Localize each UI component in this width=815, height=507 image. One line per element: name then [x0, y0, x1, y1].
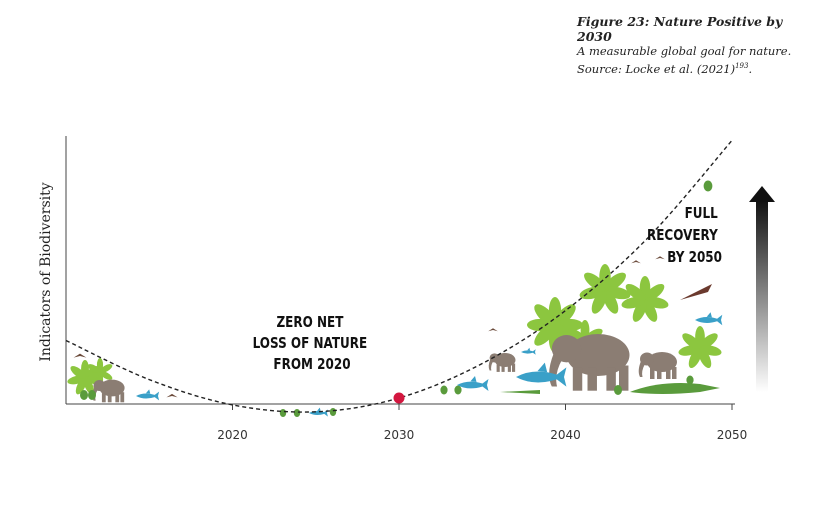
annotation-full-recovery-line: BY 2050: [667, 249, 722, 267]
frog-icon: [614, 385, 622, 395]
frog-icon: [440, 385, 448, 395]
figure-caption: Figure 23: Nature Positive by 2030 A mea…: [577, 14, 802, 77]
nature-positive-marker: [393, 392, 405, 404]
frog-icon: [454, 385, 462, 395]
bird-icon: [655, 256, 665, 260]
leaf-icon: [87, 364, 101, 373]
figure-period: .: [748, 61, 753, 76]
bird-icon: [631, 260, 641, 264]
annotation-full-recovery: FULL RECOVERY BY 2050: [647, 205, 722, 267]
annotation-full-recovery-line: RECOVERY: [647, 227, 718, 245]
up-arrow-icon: [749, 186, 775, 392]
leaf-icon: [70, 365, 86, 379]
leaf-icon: [591, 289, 607, 314]
leaf-icon: [87, 371, 101, 380]
fish-icon: [695, 312, 723, 326]
annotation-zero-net-line: LOSS OF NATURE: [253, 335, 368, 353]
leaf-icon: [682, 333, 701, 349]
crocodile-icon: [500, 383, 720, 394]
bird-icon: [73, 353, 87, 358]
x-tick-label: 2040: [550, 428, 581, 442]
annotation-zero-net-line: FROM 2020: [273, 356, 350, 374]
elephant-icon: [549, 334, 630, 391]
figure-description-text: A measurable global goal for nature. Sou…: [577, 44, 792, 76]
annotation-zero-net: ZERO NET LOSS OF NATURE FROM 2020: [253, 314, 372, 374]
frog-icon: [686, 375, 694, 385]
leaf-icon: [688, 347, 702, 369]
frog-icon: [293, 409, 301, 417]
x-tick-label: 2020: [217, 428, 248, 442]
annotation-full-recovery-line: FULL: [685, 205, 719, 223]
fish-icon: [136, 389, 160, 401]
leaf-icon: [699, 333, 718, 349]
wildlife-right: [440, 180, 723, 395]
frog-icon: [88, 390, 96, 400]
leaf-icon: [99, 364, 113, 373]
leaf-icon: [584, 272, 606, 292]
figure-description: A measurable global goal for nature. Sou…: [577, 44, 802, 77]
x-ticks: 2020 2030 2040 2050: [217, 404, 747, 442]
leaf-icon: [534, 304, 556, 326]
leaf-icon: [625, 283, 646, 302]
leaf-icon: [604, 272, 626, 292]
bird-icon: [488, 328, 498, 332]
elephant-icon: [92, 379, 125, 403]
frog-icon: [80, 390, 88, 400]
fish-icon: [521, 347, 536, 355]
series-layer: [65, 139, 733, 413]
elephant-icon: [488, 353, 516, 372]
bird-icon: [166, 393, 178, 398]
x-tick-label: 2050: [717, 428, 748, 442]
frog-icon: [329, 408, 337, 416]
figure-reference: 193: [735, 62, 749, 70]
elephant-icon: [638, 352, 677, 379]
parrot-icon: [680, 284, 712, 300]
wildlife-left: [67, 353, 178, 403]
biodiversity-trend-line: [65, 139, 733, 413]
frog-icon: [279, 409, 287, 417]
leaf-icon: [644, 283, 665, 302]
leaf-icon: [75, 377, 87, 395]
fish-icon: [457, 376, 489, 391]
y-axis-label: Indicators of Biodiversity: [38, 182, 54, 361]
x-tick-label: 2030: [384, 428, 415, 442]
fish-icon: [516, 362, 567, 387]
frog-icon: [703, 180, 713, 192]
annotation-zero-net-line: ZERO NET: [276, 314, 344, 332]
figure-title: Figure 23: Nature Positive by 2030: [577, 14, 783, 44]
leaf-icon: [99, 371, 113, 380]
fish-icon: [309, 407, 328, 417]
leaf-icon: [632, 299, 647, 322]
